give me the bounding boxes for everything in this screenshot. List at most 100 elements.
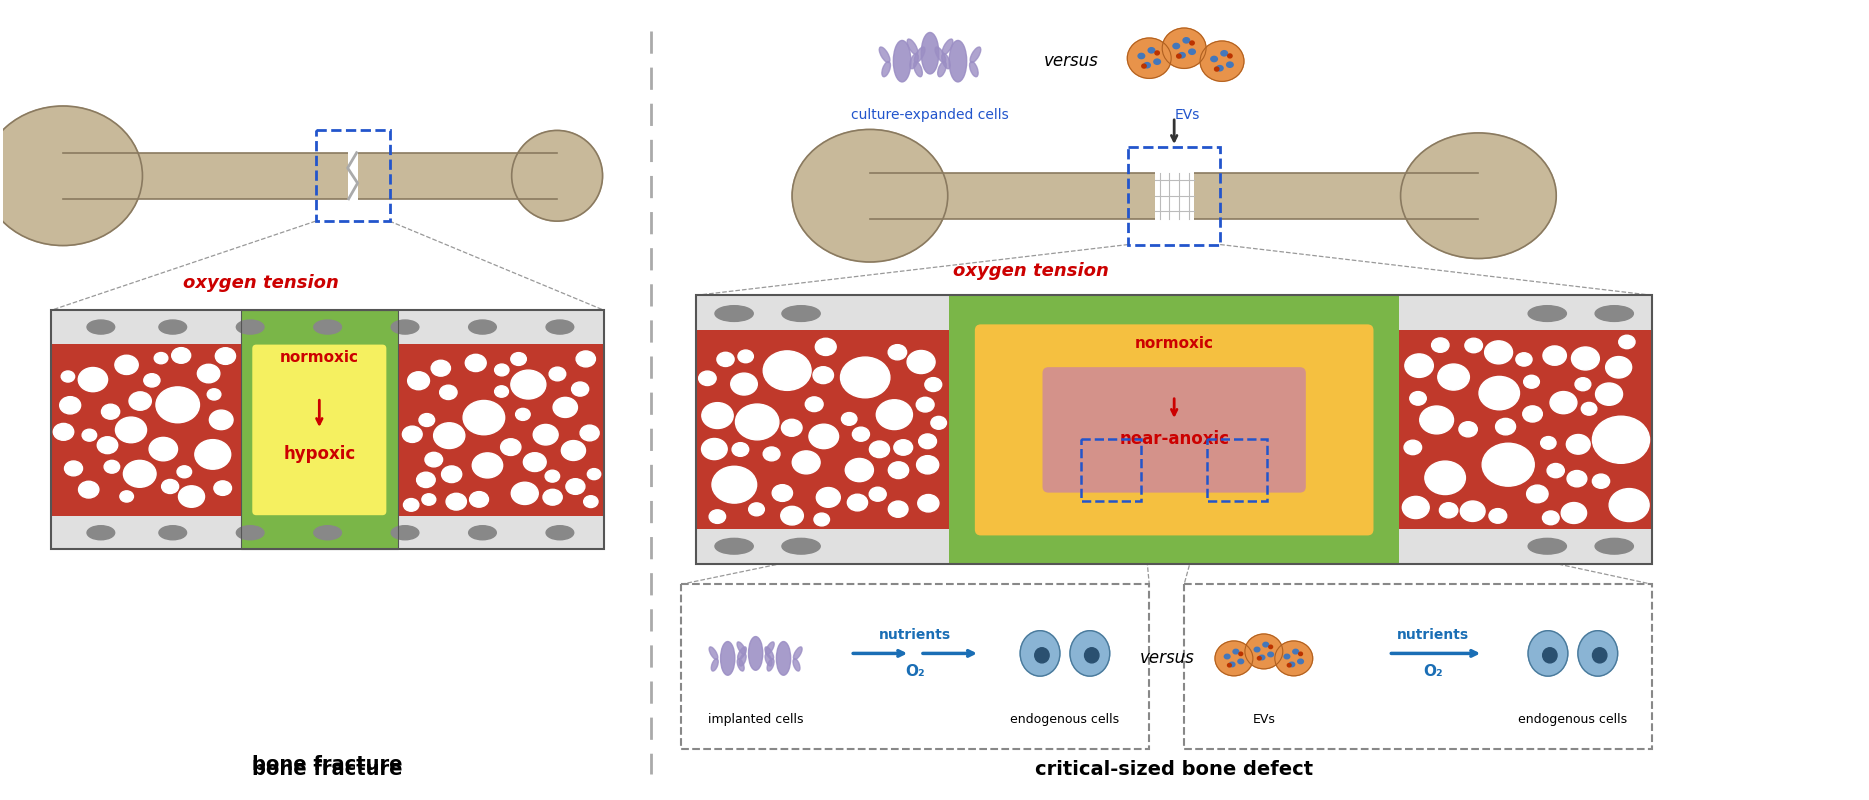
Ellipse shape	[708, 647, 718, 659]
Ellipse shape	[391, 526, 419, 540]
Text: normoxic: normoxic	[1134, 336, 1213, 351]
Ellipse shape	[815, 513, 830, 526]
Ellipse shape	[512, 482, 538, 505]
Ellipse shape	[1177, 54, 1181, 58]
Ellipse shape	[114, 355, 138, 374]
Ellipse shape	[1523, 375, 1540, 388]
Ellipse shape	[847, 494, 867, 511]
Ellipse shape	[731, 373, 757, 395]
Ellipse shape	[1516, 353, 1533, 366]
Text: culture-expanded cells: culture-expanded cells	[850, 108, 1009, 122]
Ellipse shape	[213, 481, 232, 495]
Ellipse shape	[155, 387, 200, 422]
Ellipse shape	[970, 62, 977, 77]
Ellipse shape	[699, 371, 716, 386]
Ellipse shape	[764, 654, 772, 666]
Ellipse shape	[516, 408, 531, 420]
Ellipse shape	[576, 351, 596, 367]
Ellipse shape	[1529, 306, 1566, 322]
Ellipse shape	[794, 647, 802, 659]
Ellipse shape	[1544, 346, 1566, 366]
Text: bone fracture: bone fracture	[252, 760, 404, 778]
Ellipse shape	[1576, 378, 1591, 390]
Ellipse shape	[1217, 66, 1222, 71]
Ellipse shape	[888, 462, 908, 478]
Ellipse shape	[1284, 654, 1290, 658]
Text: EVs: EVs	[1252, 713, 1275, 726]
Ellipse shape	[815, 338, 835, 355]
Ellipse shape	[1299, 652, 1303, 655]
Bar	[241, 310, 398, 550]
Text: versus: versus	[1045, 52, 1099, 70]
Text: nutrients: nutrients	[1398, 629, 1469, 642]
Ellipse shape	[1239, 652, 1243, 655]
Bar	[64, 153, 557, 199]
Ellipse shape	[733, 442, 749, 456]
Ellipse shape	[716, 306, 753, 322]
Ellipse shape	[1069, 630, 1110, 676]
Ellipse shape	[1258, 657, 1262, 660]
Ellipse shape	[736, 404, 779, 440]
Ellipse shape	[101, 404, 120, 419]
Ellipse shape	[781, 506, 804, 525]
Ellipse shape	[1527, 485, 1548, 502]
Bar	[1207, 439, 1267, 502]
Ellipse shape	[1035, 648, 1049, 663]
Ellipse shape	[1605, 357, 1632, 378]
Text: hypoxic: hypoxic	[284, 446, 355, 463]
Text: oxygen tension: oxygen tension	[183, 274, 338, 292]
Ellipse shape	[716, 538, 753, 554]
Ellipse shape	[1420, 406, 1454, 434]
Ellipse shape	[1153, 59, 1161, 64]
Ellipse shape	[718, 352, 735, 366]
Ellipse shape	[1478, 377, 1519, 410]
FancyBboxPatch shape	[252, 345, 387, 515]
Text: oxygen tension: oxygen tension	[953, 262, 1108, 281]
Ellipse shape	[841, 357, 890, 398]
Ellipse shape	[1529, 630, 1568, 676]
Ellipse shape	[179, 486, 204, 507]
Ellipse shape	[1179, 53, 1185, 58]
Ellipse shape	[1619, 335, 1635, 349]
Ellipse shape	[1226, 62, 1234, 67]
Ellipse shape	[235, 526, 264, 540]
Ellipse shape	[469, 320, 497, 334]
Text: nutrients: nutrients	[878, 629, 951, 642]
Bar	[1129, 147, 1220, 245]
Ellipse shape	[544, 490, 563, 505]
Bar	[1155, 170, 1194, 221]
Bar	[1185, 584, 1652, 749]
Ellipse shape	[738, 350, 753, 362]
Ellipse shape	[1269, 645, 1273, 649]
Ellipse shape	[925, 378, 942, 391]
Ellipse shape	[172, 348, 191, 363]
Ellipse shape	[583, 496, 598, 507]
Ellipse shape	[566, 478, 585, 494]
Ellipse shape	[62, 371, 75, 382]
Text: implanted cells: implanted cells	[708, 713, 804, 726]
Ellipse shape	[417, 472, 435, 487]
Ellipse shape	[1572, 347, 1600, 370]
Ellipse shape	[1400, 133, 1557, 258]
Ellipse shape	[738, 647, 746, 659]
Ellipse shape	[817, 487, 841, 507]
Ellipse shape	[772, 485, 792, 502]
Ellipse shape	[553, 398, 578, 418]
Ellipse shape	[572, 382, 589, 396]
Ellipse shape	[781, 419, 802, 436]
Ellipse shape	[882, 62, 890, 77]
Bar	[50, 344, 604, 516]
Ellipse shape	[1290, 662, 1295, 666]
Ellipse shape	[712, 466, 757, 503]
Ellipse shape	[78, 482, 99, 498]
Ellipse shape	[1405, 354, 1434, 378]
Ellipse shape	[1293, 650, 1299, 654]
Ellipse shape	[906, 39, 918, 54]
Ellipse shape	[407, 372, 430, 390]
Ellipse shape	[469, 491, 488, 507]
Bar	[1080, 439, 1142, 502]
Ellipse shape	[97, 437, 118, 454]
Ellipse shape	[1592, 474, 1609, 488]
Ellipse shape	[1254, 647, 1260, 652]
Ellipse shape	[1432, 338, 1448, 352]
